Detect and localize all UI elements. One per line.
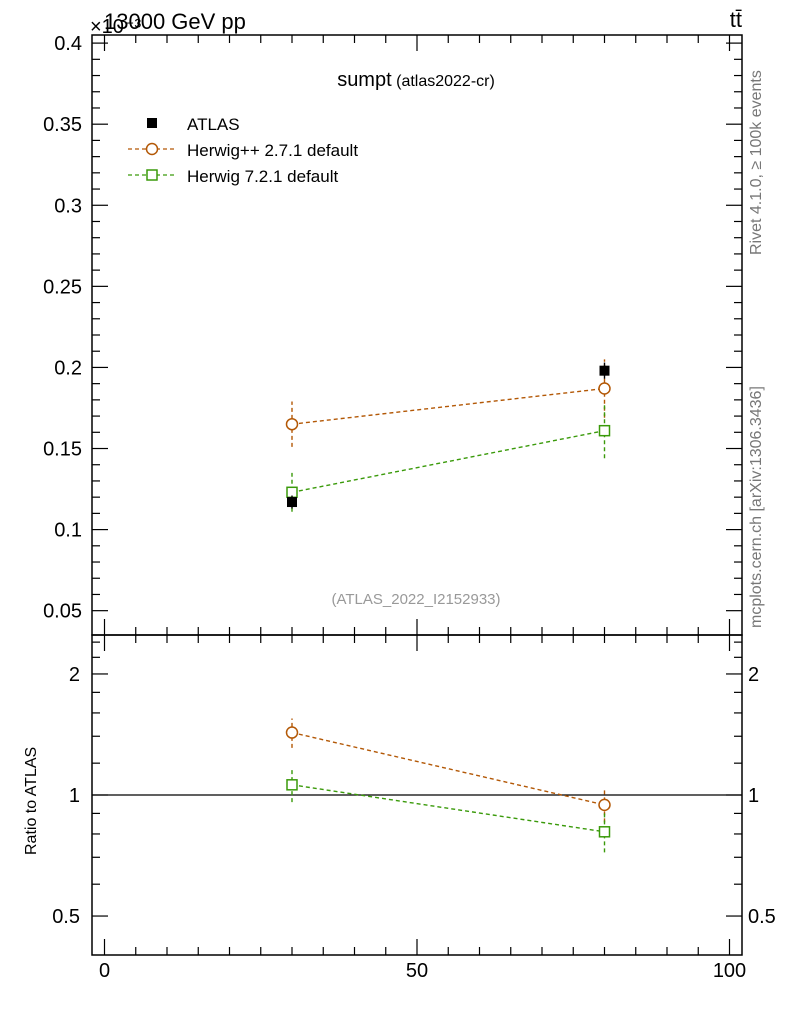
- legend-marker-atlas: [147, 118, 157, 128]
- main-herwig7-point: [598, 424, 611, 437]
- process-label: 13000 GeV pp: [104, 9, 246, 34]
- main-atlas-point: [287, 497, 297, 508]
- main-axes: 0.05 0.1 0.15 0.2 0.25 0.3 0.35 0.4: [43, 33, 742, 635]
- ratio-herwigpp-line: [291, 731, 605, 806]
- main-y-tick-label: 0.1: [54, 520, 82, 542]
- main-y-tick-label: 0.15: [43, 439, 82, 461]
- main-atlas-point: [599, 365, 610, 376]
- ratio-y-tick-label-left: 1: [69, 785, 80, 807]
- legend-label-herwig7: Herwig 7.2.1 default: [187, 167, 338, 186]
- ratio-axis-label: Ratio to ATLAS: [23, 747, 40, 855]
- plot-title-sub: (atlas2022-cr): [396, 73, 495, 90]
- mcplots-reference-label: mcplots.cern.ch [arXiv:1306.3436]: [748, 386, 765, 628]
- main-y-tick-label: 0.4: [54, 33, 82, 55]
- ratio-y-tick-label-left: 0.5: [52, 906, 80, 928]
- y-exponent-label: ×10⁻³: [90, 16, 141, 38]
- main-herwigpp-point: [285, 417, 299, 431]
- ratio-herwigpp-point: [285, 726, 299, 739]
- ratio-series: [285, 718, 611, 853]
- ratio-y-tick-label-right: 2: [748, 664, 759, 686]
- main-y-tick-label: 0.3: [54, 195, 82, 217]
- main-y-tick-label: 0.2: [54, 357, 82, 379]
- ratio-herwig7-line: [291, 784, 605, 833]
- main-series: [285, 359, 611, 512]
- ratio-axes: 0 50 100 0.5 0.5 1 1 2 2: [52, 635, 776, 982]
- main-y-tick-label: 0.05: [43, 601, 82, 623]
- ratio-x-tick-label: 100: [713, 960, 746, 982]
- plot-title-main: sumpt: [337, 69, 392, 91]
- ratio-y-tick-label-left: 2: [69, 664, 80, 686]
- main-y-tick-label: 0.35: [43, 114, 82, 136]
- legend-label-atlas: ATLAS: [187, 115, 240, 134]
- ratio-y-tick-label-right: 0.5: [748, 906, 776, 928]
- main-y-tick-label: 0.25: [43, 276, 82, 298]
- plot-title: sumpt (atlas2022-cr): [337, 69, 495, 91]
- legend-marker-herwig7: [146, 169, 158, 181]
- ratio-herwig7-point: [598, 826, 611, 838]
- final-state-label: tt̄: [730, 7, 742, 32]
- main-herwig7-line: [291, 429, 605, 493]
- legend-label-herwigpp: Herwig++ 2.7.1 default: [187, 141, 358, 160]
- legend: ATLAS Herwig++ 2.7.1 default Herwig 7.2.…: [128, 115, 358, 186]
- ratio-herwig7-point: [286, 779, 298, 791]
- ratio-x-tick-label: 50: [406, 960, 428, 982]
- rivet-version-label: Rivet 4.1.0, ≥ 100k events: [748, 70, 765, 255]
- ratio-herwigpp-point: [598, 798, 611, 812]
- legend-marker-herwigpp: [145, 142, 159, 156]
- ratio-y-tick-label-right: 1: [748, 785, 759, 807]
- main-herwigpp-line: [291, 387, 605, 425]
- analysis-watermark: (ATLAS_2022_I2152933): [331, 591, 500, 608]
- ratio-x-tick-label: 0: [99, 960, 110, 982]
- main-herwigpp-point: [598, 382, 611, 395]
